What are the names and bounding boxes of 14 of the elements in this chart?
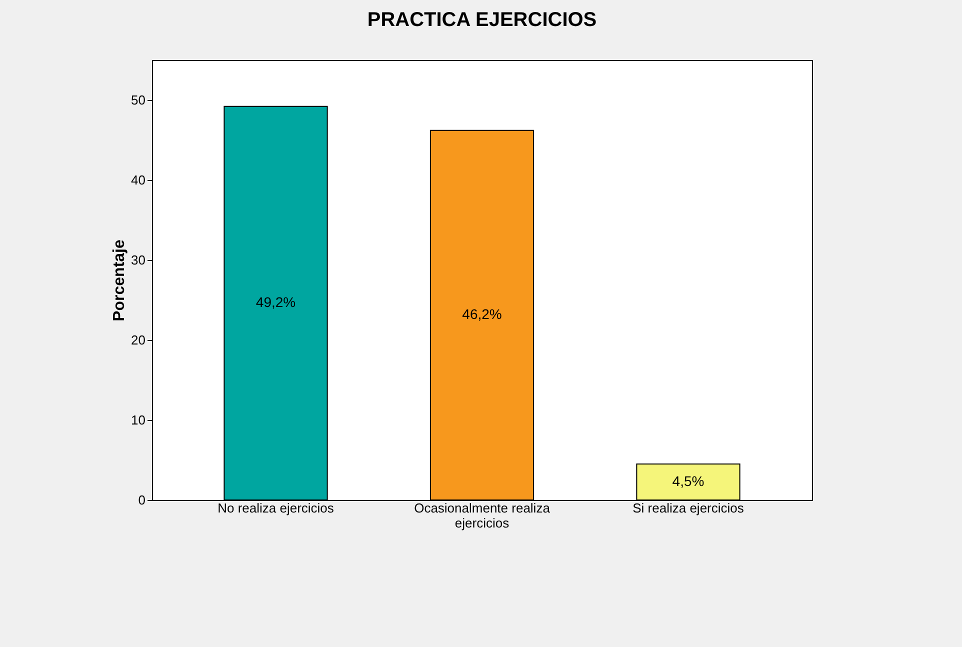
x-tick-label: Ocasionalmente realiza ejercicios: [414, 500, 551, 530]
chart-title: PRACTICA EJERCICIOS: [367, 9, 597, 31]
y-axis-title: Porcentaje: [111, 239, 128, 322]
data-label: 49,2%: [256, 294, 296, 310]
y-tick-label: 40: [131, 172, 146, 188]
y-tick-label: 20: [131, 332, 146, 348]
y-tick-label: 0: [138, 492, 146, 508]
y-tick-label: 50: [131, 92, 146, 108]
y-tick-label: 10: [131, 412, 146, 428]
x-tick-label: No realiza ejercicios: [218, 500, 334, 516]
y-tick-label: 30: [131, 252, 146, 268]
data-label: 46,2%: [462, 306, 502, 322]
x-tick-label: Si realiza ejercicios: [632, 500, 744, 516]
data-label: 4,5%: [672, 473, 704, 489]
